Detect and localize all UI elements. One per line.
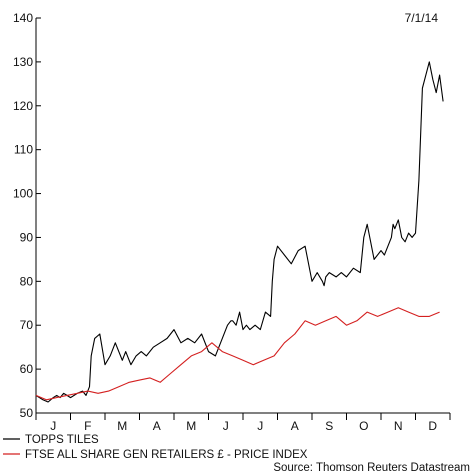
y-tick-label: 120 <box>13 99 33 113</box>
x-tick-label: A <box>153 419 161 433</box>
y-tick-label: 130 <box>13 55 33 69</box>
x-tick-label: A <box>291 419 299 433</box>
x-tick-label: O <box>359 419 368 433</box>
y-axis: 50 60 70 80 90 100 110 120 130 140 <box>13 11 41 420</box>
y-tick-label: 50 <box>20 406 34 420</box>
y-tick-label: 60 <box>20 362 34 376</box>
source-note: Source: Thomson Reuters Datastream <box>273 462 470 474</box>
series-line-topps-tiles <box>35 61 444 403</box>
y-tick-label: 80 <box>20 274 34 288</box>
legend-label-ftse-retailers: FTSE ALL SHARE GEN RETAILERS £ - PRICE I… <box>25 449 308 461</box>
legend-label-topps-tiles: TOPPS TILES <box>25 434 99 446</box>
x-tick-label: J <box>50 419 56 433</box>
x-tick-label: J <box>223 419 229 433</box>
plot-lines <box>35 61 444 403</box>
x-tick-label: M <box>117 419 127 433</box>
x-tick-label: D <box>428 419 437 433</box>
y-tick-label: 110 <box>14 143 33 157</box>
legend: TOPPS TILES FTSE ALL SHARE GEN RETAILERS… <box>3 434 308 461</box>
y-tick-label: 70 <box>20 318 34 332</box>
y-tick-label: 90 <box>20 230 34 244</box>
x-tick-label: M <box>186 419 196 433</box>
y-tick-label: 100 <box>13 187 33 201</box>
series-line-ftse-retailers <box>35 307 440 401</box>
chart-date-label: 7/1/14 <box>405 11 439 25</box>
y-tick-label: 140 <box>13 11 33 25</box>
x-tick-label: J <box>257 419 263 433</box>
x-tick-label: N <box>394 419 403 433</box>
x-tick-label: S <box>325 419 333 433</box>
x-tick-label: F <box>84 419 91 433</box>
